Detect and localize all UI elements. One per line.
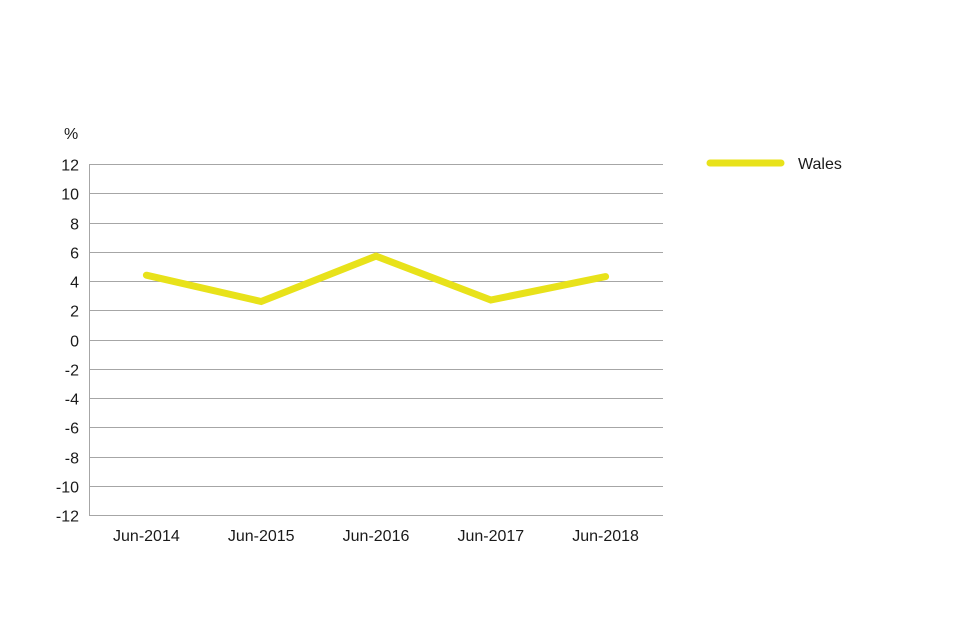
x-tick-label: Jun-2015 xyxy=(228,528,295,545)
series-line-0 xyxy=(142,252,610,306)
y-tick-label: 4 xyxy=(70,275,79,292)
y-tick-label: -4 xyxy=(65,392,79,409)
y-tick-label: -10 xyxy=(56,480,79,497)
y-tick-label: 10 xyxy=(61,187,79,204)
legend: Wales xyxy=(706,156,842,173)
y-axis-unit-label: % xyxy=(64,126,78,143)
y-tick-label: -12 xyxy=(56,509,79,526)
x-tick-label: Jun-2014 xyxy=(113,528,180,545)
y-tick-label: 12 xyxy=(61,158,79,175)
y-tick-label: -8 xyxy=(65,451,79,468)
x-tick-label: Jun-2016 xyxy=(343,528,410,545)
y-tick-label: -2 xyxy=(65,363,79,380)
y-tick-label: 2 xyxy=(70,304,79,321)
y-tick-label: -6 xyxy=(65,421,79,438)
x-tick-label: Jun-2018 xyxy=(572,528,639,545)
y-tick-label: 8 xyxy=(70,217,79,234)
legend-label: Wales xyxy=(798,156,842,173)
x-tick-label: Jun-2017 xyxy=(457,528,524,545)
y-tick-label: 6 xyxy=(70,246,79,263)
x-axis-tick-labels: Jun-2014 Jun-2015 Jun-2016 Jun-2017 Jun-2018 xyxy=(113,528,639,545)
gridlines xyxy=(89,164,663,516)
y-tick-label: 0 xyxy=(70,334,79,351)
y-axis-tick-labels: 12 10 8 6 4 2 0 -2 -4 -6 -8 -10 -12 xyxy=(56,158,79,526)
series-lines xyxy=(142,252,610,306)
